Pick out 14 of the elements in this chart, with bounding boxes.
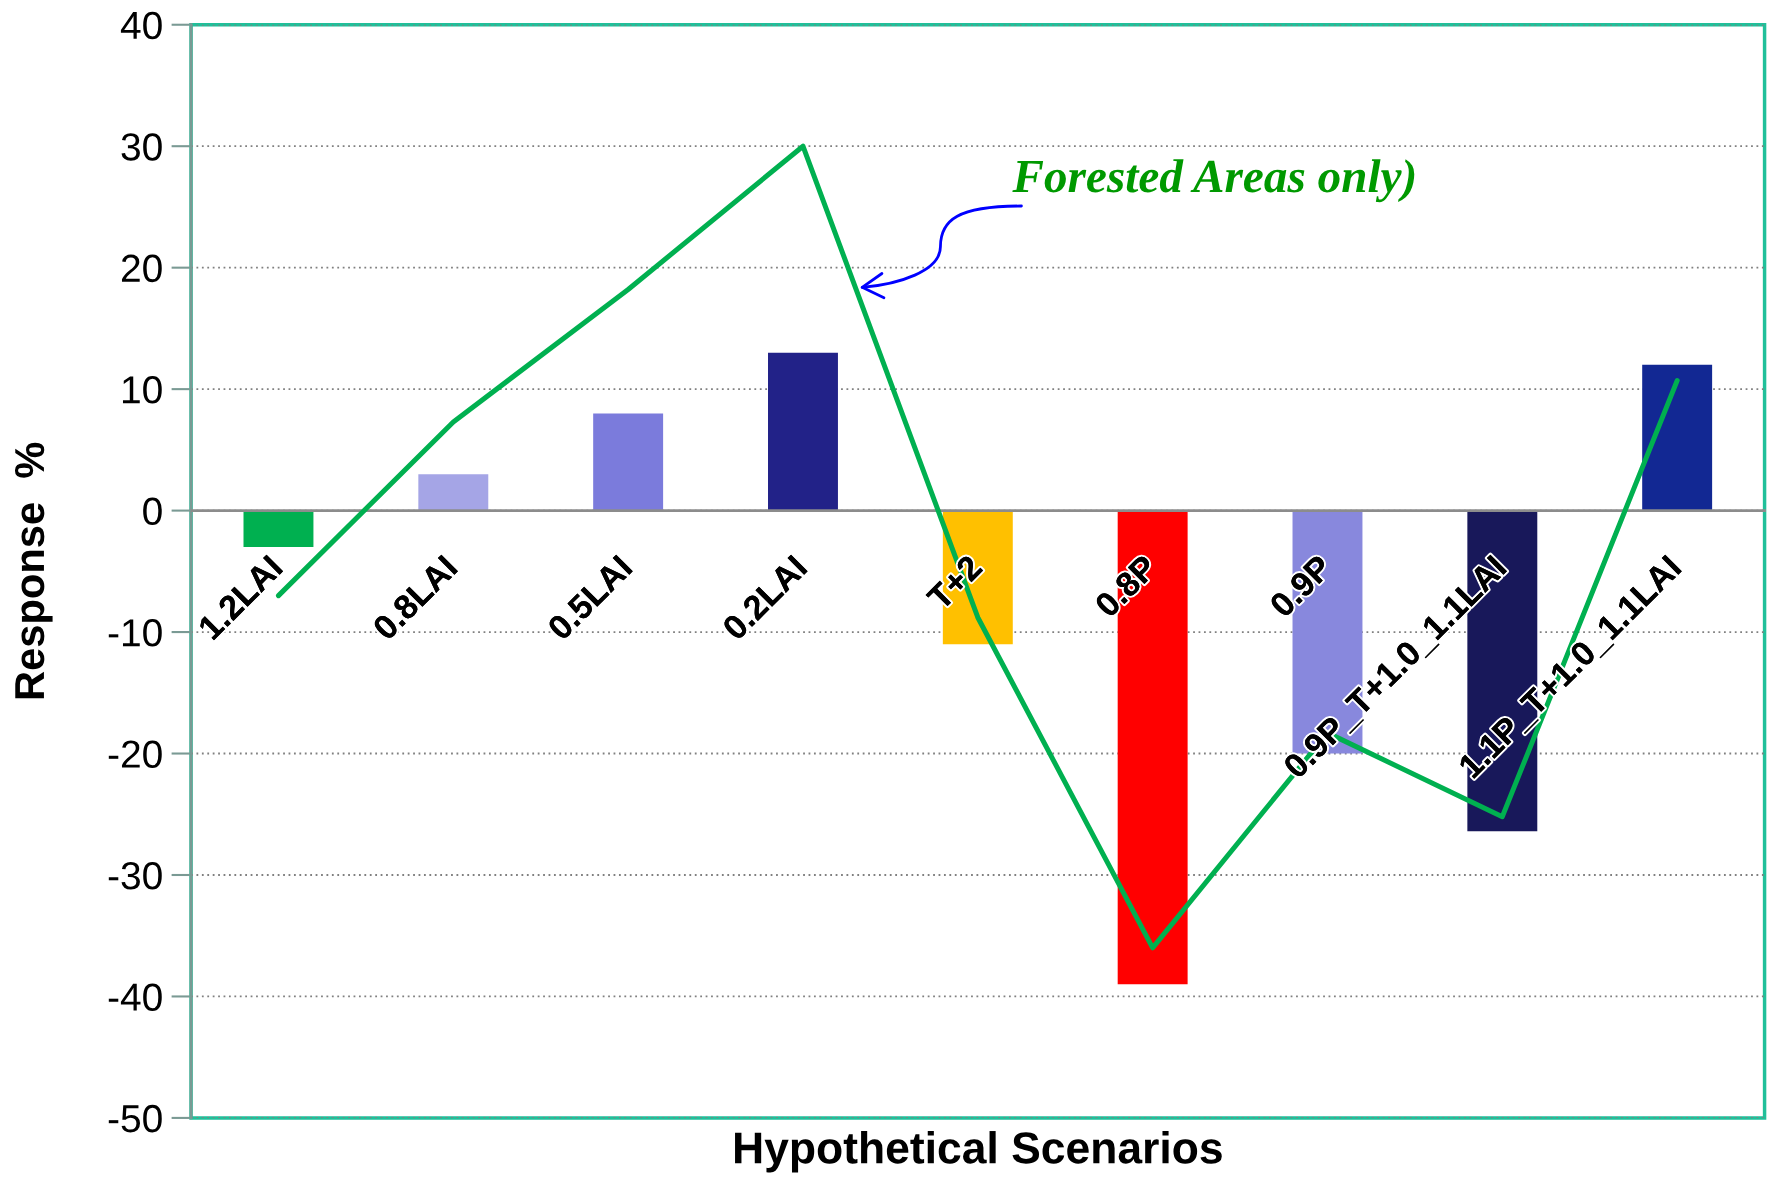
y-tick-label: 0 [143, 497, 162, 526]
y-axis-title: Response % [14, 442, 53, 699]
y-tick-label: 20 [121, 254, 162, 283]
x-axis-title: Hypothetical Scenarios [735, 1131, 1222, 1173]
y-tick-label: -40 [108, 983, 162, 1011]
y-tick-label: 10 [122, 376, 162, 404]
y-tick-label: 40 [120, 11, 162, 40]
y-tick-label: -50 [108, 1104, 162, 1133]
text: Forested Areas only) [1012, 159, 1415, 203]
y-tick-label: -10 [108, 619, 162, 647]
y-tick-label: -30 [108, 861, 162, 890]
y-tick-label: -20 [108, 740, 162, 768]
y-tick-label: 30 [121, 133, 162, 161]
x-tick-label: T+2 [925, 553, 984, 612]
